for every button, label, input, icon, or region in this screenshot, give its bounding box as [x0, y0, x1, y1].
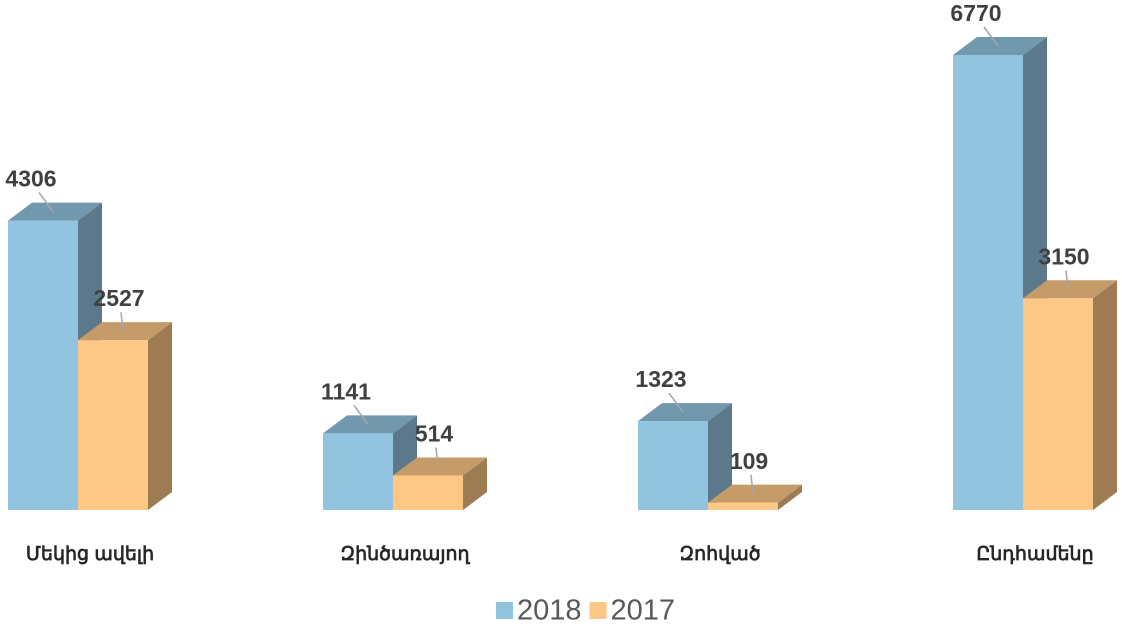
value-label: 2527 — [93, 285, 144, 311]
value-label: 1141 — [321, 378, 371, 404]
value-label: 514 — [415, 421, 454, 447]
leader-line — [120, 312, 124, 332]
leader-line — [435, 447, 439, 467]
value-label: 1323 — [635, 366, 686, 392]
x-tick-label: Ընդհամենը — [976, 544, 1093, 565]
bar — [708, 484, 802, 510]
leader-line — [983, 26, 999, 47]
x-tick-label: Զոհված — [679, 544, 760, 565]
leader-line — [353, 404, 369, 425]
legend-swatch — [496, 602, 513, 619]
leader-line — [1065, 270, 1069, 290]
legend-label: 2018 — [517, 595, 582, 627]
bar — [1023, 280, 1117, 510]
legend-swatch — [589, 602, 607, 619]
bar — [393, 457, 487, 510]
legend-label: 2017 — [611, 595, 676, 627]
bar — [78, 322, 172, 510]
leader-line — [750, 474, 754, 494]
value-label: 6770 — [950, 0, 1001, 26]
value-label: 3150 — [1038, 243, 1089, 269]
value-label: 109 — [730, 448, 768, 474]
leader-line — [38, 192, 54, 213]
x-tick-label: Զինծառայող — [340, 544, 470, 565]
leader-line — [668, 392, 684, 413]
bar — [638, 403, 732, 510]
value-label: 4306 — [5, 166, 56, 192]
x-tick-label: Մեկից ավելի — [26, 544, 154, 565]
